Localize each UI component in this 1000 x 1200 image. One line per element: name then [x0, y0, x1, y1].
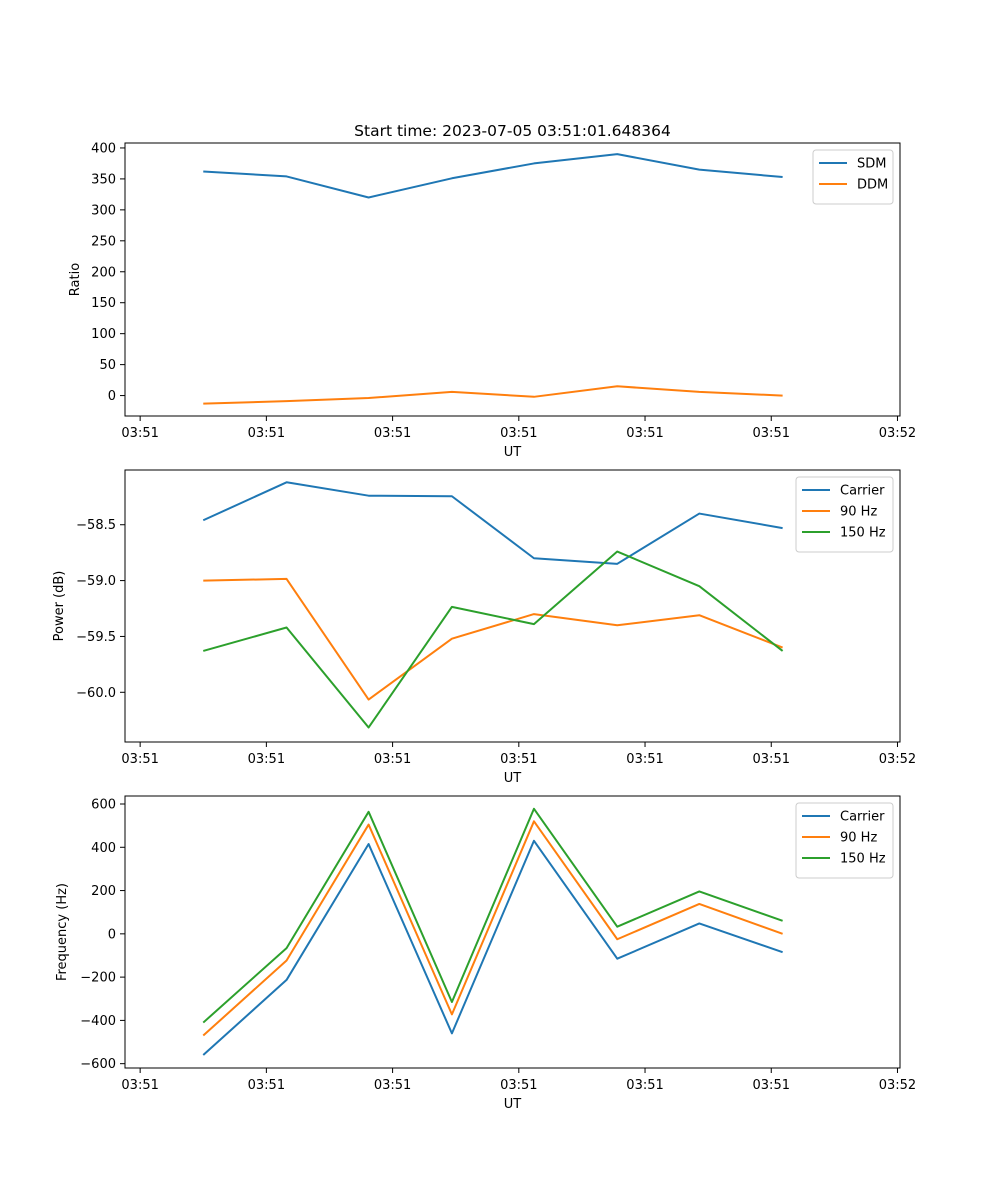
legend-box — [795, 476, 894, 553]
legend-label: SDM — [857, 157, 886, 172]
x-tick-label: 03:51 — [626, 752, 663, 767]
series-line-carrier — [202, 839, 783, 1056]
y-tick-label: 0 — [108, 389, 116, 404]
legend-label: 90 Hz — [840, 831, 877, 846]
y-axis-label: Ratio — [68, 263, 83, 296]
y-tick-label: −59.5 — [76, 630, 116, 645]
series-line-90-hz — [203, 577, 783, 701]
y-axis-label: Frequency (Hz) — [55, 883, 70, 981]
x-tick-label: 03:51 — [121, 1078, 158, 1093]
axes-frame — [124, 142, 901, 417]
legend-label: Carrier — [840, 484, 885, 499]
y-tick-label: 150 — [91, 296, 116, 311]
y-tick-label: −59.0 — [76, 574, 116, 589]
y-tick-label: 100 — [91, 327, 116, 342]
x-tick-label: 03:51 — [121, 752, 158, 767]
series-line-90-hz — [202, 820, 783, 1037]
legend-label: 90 Hz — [840, 505, 877, 520]
series-line-150-hz — [202, 550, 784, 729]
x-tick-label: 03:51 — [374, 752, 411, 767]
x-tick-label: 03:51 — [248, 752, 285, 767]
y-tick-label: 600 — [91, 798, 116, 813]
y-tick-label: 400 — [91, 841, 116, 856]
y-tick-label: −400 — [80, 1014, 116, 1029]
x-tick-label: 03:51 — [626, 1078, 663, 1093]
x-tick-label: 03:51 — [248, 1078, 285, 1093]
legend-label: DDM — [857, 178, 888, 193]
axes-frame — [124, 795, 901, 1069]
y-tick-label: −200 — [80, 971, 116, 986]
x-tick-label: 03:51 — [374, 1078, 411, 1093]
y-axis-label: Power (dB) — [52, 571, 67, 642]
legend-label: Carrier — [840, 810, 885, 825]
figure-title: Start time: 2023-07-05 03:51:01.648364 — [354, 122, 671, 140]
axes-frame — [124, 469, 901, 743]
x-tick-label: 03:51 — [753, 752, 790, 767]
x-axis-label: UT — [504, 445, 522, 460]
y-tick-label: −600 — [80, 1057, 116, 1072]
series-line-carrier — [202, 481, 783, 565]
y-tick-label: 350 — [91, 172, 116, 187]
y-tick-label: 250 — [91, 234, 116, 249]
series-line-ddm — [203, 385, 783, 405]
ratio-panel: 03:51 03:51 03:51 03:51 03:51 03:51 03:52 0 50 10… — [68, 141, 916, 460]
x-tick-label: 03:51 — [626, 426, 663, 441]
legend-box — [795, 802, 894, 879]
y-tick-label: 400 — [91, 141, 116, 156]
series-line-150-hz — [202, 807, 783, 1024]
power-panel: 03:51 03:51 03:51 03:51 03:51 03:51 03:52 −60.0… — [52, 469, 916, 786]
x-axis-label: UT — [504, 771, 522, 786]
y-tick-label: 50 — [99, 358, 116, 373]
x-tick-label: 03:51 — [374, 426, 411, 441]
x-axis-label: UT — [504, 1097, 522, 1112]
x-tick-label: 03:51 — [500, 752, 537, 767]
x-tick-label: 03:52 — [879, 426, 916, 441]
y-tick-label: 0 — [108, 927, 116, 942]
x-tick-label: 03:51 — [753, 426, 790, 441]
frequency-panel: 03:51 03:51 03:51 03:51 03:51 03:51 03:52 −600 −… — [55, 795, 916, 1112]
x-tick-label: 03:51 — [121, 426, 158, 441]
y-tick-label: 200 — [91, 265, 116, 280]
x-tick-label: 03:52 — [879, 752, 916, 767]
x-tick-label: 03:52 — [879, 1078, 916, 1093]
x-tick-label: 03:51 — [500, 1078, 537, 1093]
x-tick-label: 03:51 — [248, 426, 285, 441]
legend-label: 150 Hz — [840, 526, 886, 541]
y-tick-label: −58.5 — [76, 518, 116, 533]
y-tick-label: −60.0 — [76, 686, 116, 701]
y-tick-label: 200 — [91, 884, 116, 899]
x-tick-label: 03:51 — [500, 426, 537, 441]
legend-label: 150 Hz — [840, 852, 886, 867]
x-tick-label: 03:51 — [753, 1078, 790, 1093]
y-tick-label: 300 — [91, 203, 116, 218]
series-line-sdm — [203, 153, 783, 199]
